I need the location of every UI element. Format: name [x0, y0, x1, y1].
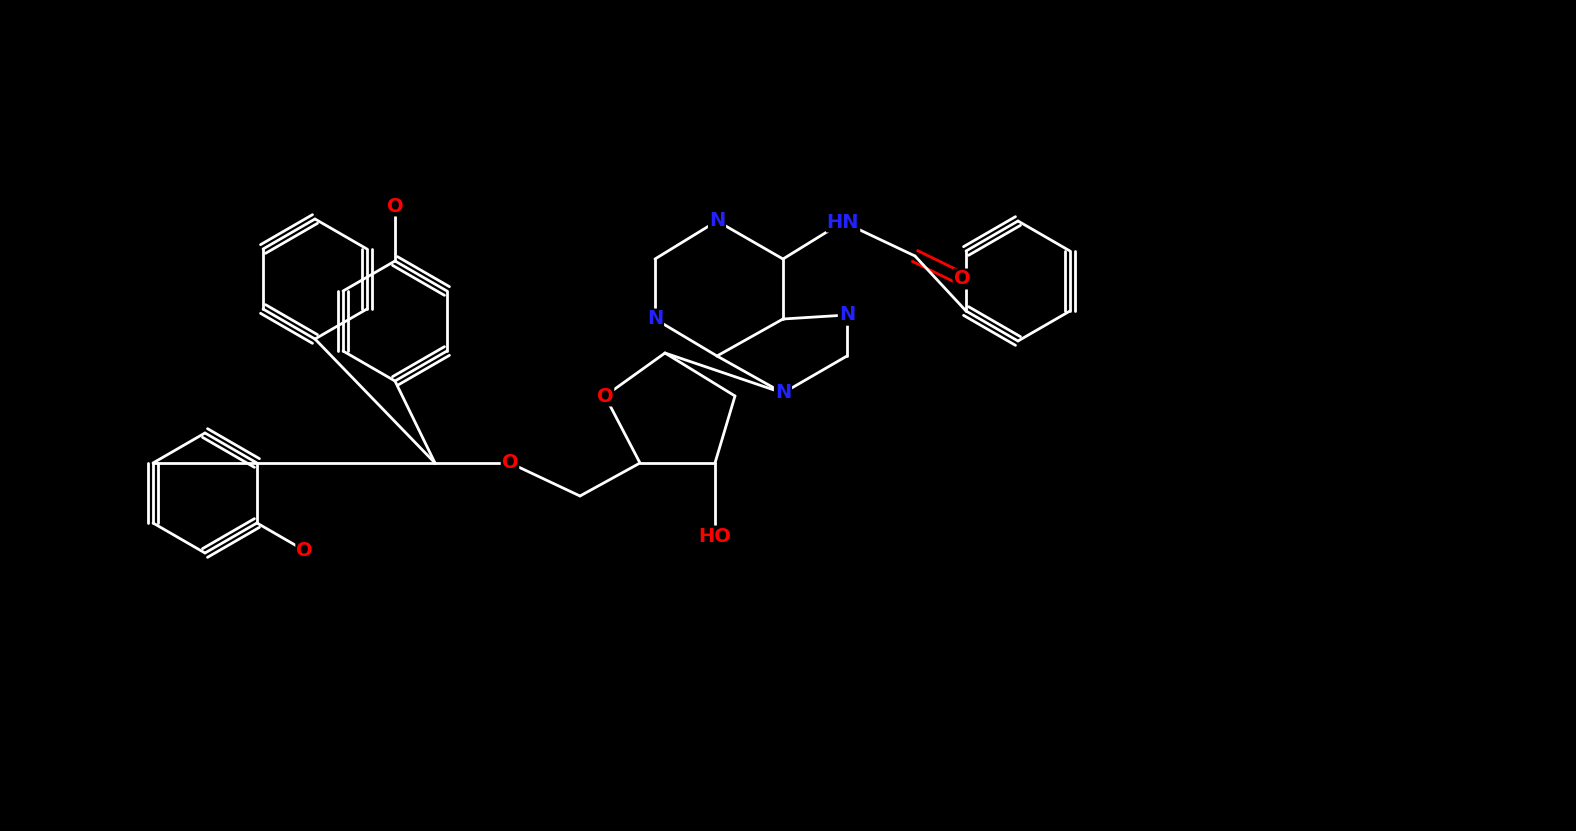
Text: HO: HO	[698, 527, 731, 545]
Text: N: N	[775, 383, 791, 402]
Text: N: N	[709, 212, 725, 230]
Text: O: O	[953, 269, 971, 288]
Text: N: N	[646, 309, 663, 328]
Text: O: O	[296, 541, 314, 560]
Text: O: O	[386, 196, 403, 215]
Text: O: O	[501, 454, 519, 473]
Text: O: O	[597, 386, 613, 406]
Text: HN: HN	[827, 213, 859, 232]
Text: N: N	[838, 306, 856, 324]
Text: N: N	[838, 306, 856, 324]
